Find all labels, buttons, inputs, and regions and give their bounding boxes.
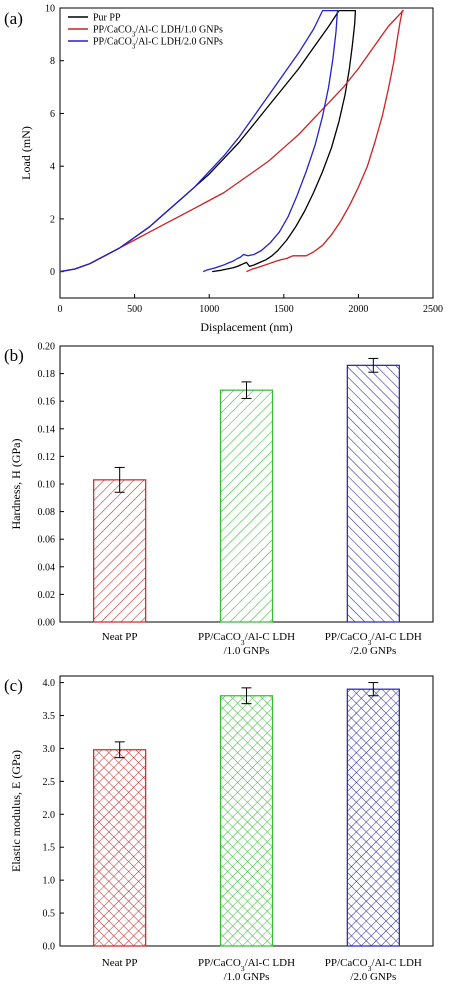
y-tick-label: 0.10 (38, 480, 56, 491)
category-label-1: Neat PP (102, 957, 138, 969)
y-tick-label: 4 (50, 162, 55, 173)
series-line-2 (59, 9, 404, 273)
y-tick-label: 0.18 (38, 369, 56, 380)
category-label-2: PP/CaCO3/Al-C LDH (198, 631, 295, 647)
panel-c-elastic-modulus-chart: 0.0 0.5 1.0 1.5 2.0 2.5 3.0 3.5 4.0 Elastic modul… (4, 675, 434, 983)
category-label-2-line2: /1.0 GNPs (224, 645, 270, 657)
y-tick-label: 0.04 (38, 562, 56, 573)
y-tick-label: 0.5 (43, 909, 56, 920)
panel-b-hardness-chart: 0.00 0.02 0.04 0.06 0.08 0.10 0.12 0.14 0.16 0.18… (4, 342, 434, 657)
x-axis-title: Displacement (nm) (200, 320, 292, 334)
legend-label-3: PP/CaCO3/Al-C LDH/2.0 GNPs (93, 37, 223, 51)
category-label-3-line2: /2.0 GNPs (350, 971, 396, 983)
y-tick-label: 0.00 (38, 618, 56, 629)
y-tick-label: 6 (50, 109, 55, 120)
y-tick-label: 0.14 (38, 424, 56, 435)
legend-label-2: PP/CaCO3/Al-C LDH/1.0 GNPs (93, 25, 223, 39)
y-tick-label: 0.16 (38, 397, 56, 408)
y-axis-title: Load (mN) (19, 126, 33, 180)
bar-2 (219, 695, 274, 947)
bar-2 (219, 389, 274, 623)
category-label-2: PP/CaCO3/Al-C LDH (198, 957, 295, 973)
y-axis-title: Hardness, H (GPa) (9, 439, 23, 530)
series-line-3 (59, 9, 339, 273)
category-label-3: PP/CaCO3/Al-C LDH (325, 631, 422, 647)
category-label-3: PP/CaCO3/Al-C LDH (325, 957, 422, 973)
y-tick-label: 1.5 (43, 843, 56, 854)
bar-1 (93, 749, 147, 947)
x-tick-label: 1000 (199, 304, 219, 315)
y-tick-label: 1.0 (43, 876, 56, 887)
panel-a-load-displacement-chart: 0 500 1000 1500 2000 2500 0 2 4 6 8 10 Displacement … (4, 4, 443, 335)
y-axis-title: Elastic modulus, E (GPa) (9, 750, 23, 872)
y-tick-label: 4.0 (43, 678, 56, 689)
plot-frame (59, 7, 434, 299)
y-tick-label: 0.0 (43, 942, 56, 953)
legend-label-1: Pur PP (93, 13, 121, 24)
x-tick-label: 0 (58, 304, 63, 315)
x-tick-label: 1500 (274, 304, 294, 315)
y-tick-label: 2.0 (43, 810, 56, 821)
y-tick-label: 10 (45, 4, 55, 15)
panel-label: (c) (4, 676, 23, 695)
y-tick-label: 0.20 (38, 342, 56, 353)
x-tick-label: 500 (127, 304, 142, 315)
x-tick-label: 2500 (423, 304, 443, 315)
y-tick-label: 8 (50, 56, 55, 67)
y-tick-label: 0 (50, 267, 55, 278)
panel-label: (a) (4, 9, 23, 28)
y-tick-label: 0.12 (38, 452, 56, 463)
panel-label: (b) (4, 346, 24, 365)
y-tick-label: 0.08 (38, 507, 56, 518)
series-line-1 (59, 9, 357, 273)
y-tick-label: 3.5 (43, 711, 56, 722)
category-label-2-line2: /1.0 GNPs (224, 971, 270, 983)
category-label-1: Neat PP (102, 631, 138, 643)
y-tick-label: 2 (50, 214, 55, 225)
y-tick-label: 0.02 (38, 590, 56, 601)
x-tick-label: 2000 (348, 304, 368, 315)
y-tick-label: 3.0 (43, 744, 56, 755)
bar-3 (346, 688, 400, 947)
y-tick-label: 0.06 (38, 535, 56, 546)
bar-3 (346, 364, 400, 623)
bar-1 (93, 479, 147, 623)
category-label-3-line2: /2.0 GNPs (350, 645, 396, 657)
y-tick-label: 2.5 (43, 777, 56, 788)
